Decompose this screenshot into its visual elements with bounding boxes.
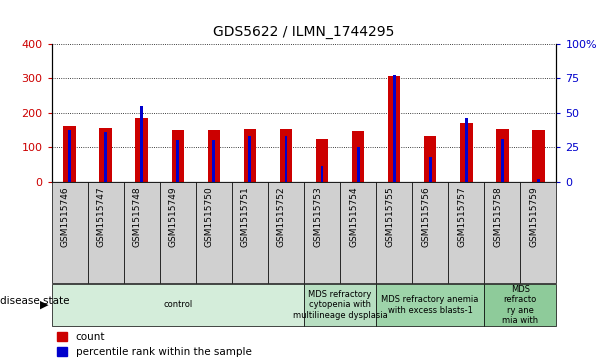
Text: GSM1515753: GSM1515753: [313, 187, 322, 247]
Bar: [532, 130, 545, 182]
Bar: [63, 126, 76, 182]
Text: GSM1515752: GSM1515752: [277, 187, 286, 247]
Text: GSM1515759: GSM1515759: [530, 187, 538, 247]
Bar: [357, 147, 359, 182]
FancyBboxPatch shape: [520, 182, 556, 283]
FancyBboxPatch shape: [448, 182, 484, 283]
Text: control: control: [163, 301, 193, 309]
Bar: [537, 179, 540, 182]
Bar: [212, 140, 215, 182]
Bar: [352, 131, 364, 182]
Text: GSM1515747: GSM1515747: [97, 187, 106, 247]
Bar: [388, 76, 401, 182]
Bar: [424, 136, 437, 182]
Text: GSM1515755: GSM1515755: [385, 187, 394, 247]
Text: GSM1515756: GSM1515756: [421, 187, 430, 247]
FancyBboxPatch shape: [485, 182, 520, 283]
Bar: [496, 129, 508, 182]
Bar: [460, 123, 472, 182]
Bar: [68, 130, 71, 182]
Bar: [465, 118, 468, 182]
FancyBboxPatch shape: [304, 182, 340, 283]
FancyBboxPatch shape: [340, 182, 376, 283]
Bar: [285, 136, 288, 182]
Bar: [171, 130, 184, 182]
Text: ▶: ▶: [40, 300, 49, 310]
Text: disease state: disease state: [0, 296, 69, 306]
FancyBboxPatch shape: [376, 182, 412, 283]
Legend: count, percentile rank within the sample: count, percentile rank within the sample: [57, 332, 252, 357]
Bar: [100, 128, 112, 182]
FancyBboxPatch shape: [232, 182, 268, 283]
FancyBboxPatch shape: [304, 284, 376, 326]
Text: MDS refractory
cytopenia with
multilineage dysplasia: MDS refractory cytopenia with multilinea…: [292, 290, 387, 320]
Text: MDS
refracto
ry ane
mia with: MDS refracto ry ane mia with: [502, 285, 538, 325]
Bar: [136, 118, 148, 182]
Bar: [320, 166, 323, 182]
Bar: [429, 157, 432, 182]
FancyBboxPatch shape: [88, 182, 123, 283]
Text: GSM1515746: GSM1515746: [61, 187, 70, 247]
FancyBboxPatch shape: [160, 182, 196, 283]
FancyBboxPatch shape: [196, 182, 232, 283]
FancyBboxPatch shape: [52, 284, 304, 326]
FancyBboxPatch shape: [52, 182, 88, 283]
Bar: [280, 129, 292, 182]
FancyBboxPatch shape: [484, 284, 556, 326]
Bar: [105, 132, 107, 182]
FancyBboxPatch shape: [268, 182, 304, 283]
Bar: [316, 139, 328, 182]
Bar: [176, 140, 179, 182]
Text: GSM1515757: GSM1515757: [457, 187, 466, 247]
Text: GSM1515758: GSM1515758: [493, 187, 502, 247]
Text: MDS refractory anemia
with excess blasts-1: MDS refractory anemia with excess blasts…: [381, 295, 479, 315]
Text: GSM1515754: GSM1515754: [349, 187, 358, 247]
Bar: [244, 129, 256, 182]
Bar: [393, 75, 396, 182]
Bar: [249, 136, 251, 182]
Text: GSM1515748: GSM1515748: [133, 187, 142, 247]
FancyBboxPatch shape: [124, 182, 160, 283]
FancyBboxPatch shape: [412, 182, 448, 283]
Bar: [207, 130, 220, 182]
Bar: [140, 106, 143, 182]
FancyBboxPatch shape: [376, 284, 484, 326]
Text: GSM1515750: GSM1515750: [205, 187, 214, 247]
Bar: [501, 139, 503, 182]
Text: GSM1515749: GSM1515749: [169, 187, 178, 247]
Text: GDS5622 / ILMN_1744295: GDS5622 / ILMN_1744295: [213, 25, 394, 40]
Text: GSM1515751: GSM1515751: [241, 187, 250, 247]
